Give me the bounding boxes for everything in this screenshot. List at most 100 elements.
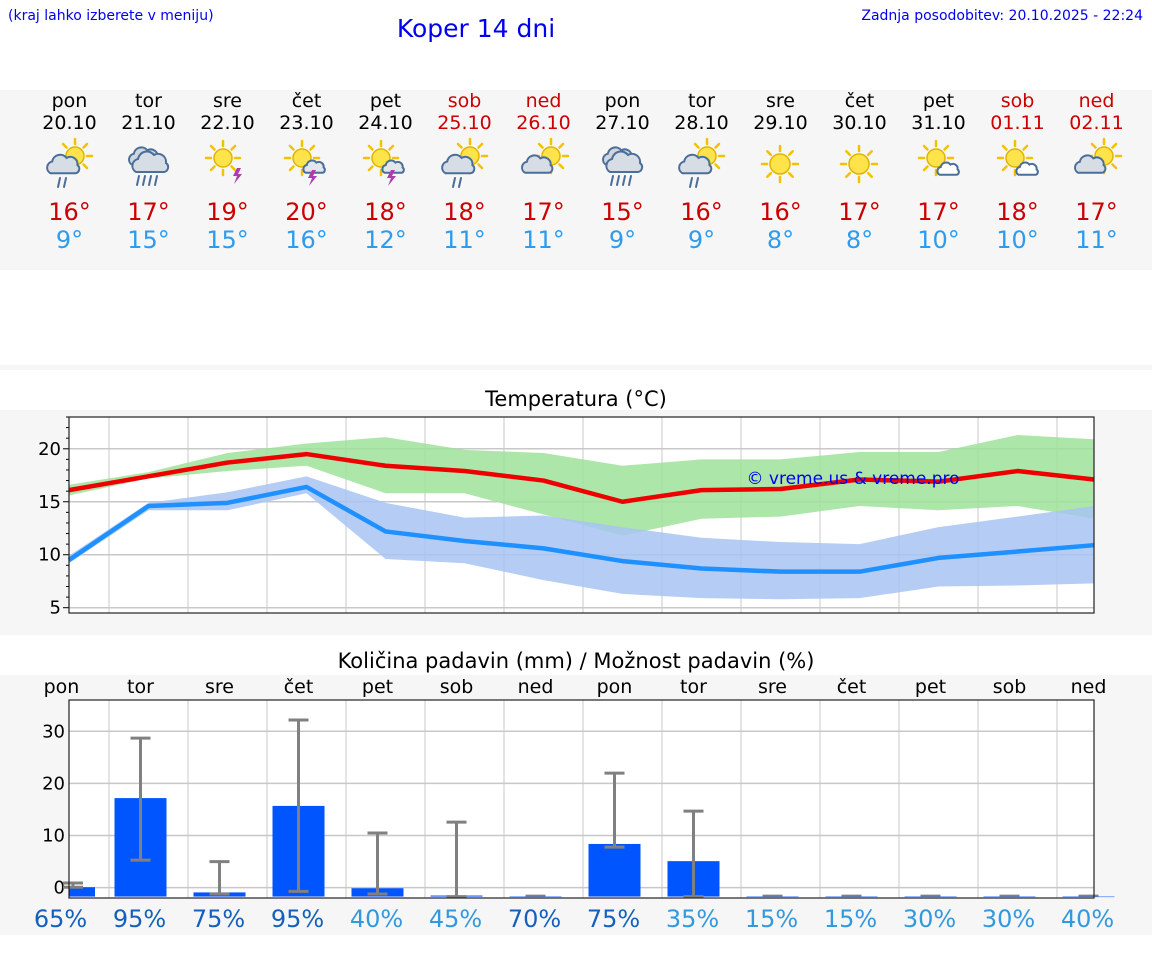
precipitation-probability: 15%	[745, 905, 798, 933]
max-temperature: 18°	[364, 198, 407, 226]
x-category-label: ned	[518, 676, 554, 698]
x-category-label: čet	[284, 676, 314, 698]
max-temperature: 19°	[206, 198, 249, 226]
min-temperature: 11°	[1075, 226, 1118, 254]
day-date: 28.10	[674, 112, 729, 134]
max-temperature: 16°	[759, 198, 802, 226]
y-tick-label: 0	[54, 878, 65, 899]
day-name: sre	[213, 90, 242, 112]
copyright-annotation: © vreme.us & vreme.pro	[746, 469, 959, 489]
precipitation-bar	[825, 896, 878, 898]
day-date: 22.10	[200, 112, 255, 134]
day-date: 21.10	[121, 112, 176, 134]
precipitation-probability: 75%	[587, 905, 640, 933]
precipitation-probability: 95%	[271, 905, 324, 933]
day-name: ned	[1078, 90, 1115, 112]
x-category-label: sob	[993, 676, 1027, 698]
min-temperature: 9°	[55, 226, 84, 254]
min-temperature: 16°	[285, 226, 328, 254]
x-category-label: pet	[915, 676, 946, 698]
precipitation-probability: 45%	[429, 905, 482, 933]
max-temperature: 15°	[601, 198, 644, 226]
page-title: Koper 14 dni	[396, 14, 556, 43]
y-tick-label: 30	[42, 721, 65, 742]
min-temperature: 10°	[917, 226, 960, 254]
precipitation-bar	[588, 843, 641, 897]
precipitation-chart: pon tor sre čet pet sob ned pon tor sre čet pet sob n…	[34, 676, 1115, 933]
forecast-strip	[0, 90, 1152, 270]
day-name: pet	[369, 90, 402, 112]
min-temperature: 9°	[608, 226, 637, 254]
sun-small-cloud-icon	[996, 139, 1039, 177]
day-name: tor	[135, 90, 162, 112]
x-category-label: pon	[597, 676, 633, 698]
cloud-rain-icon	[602, 146, 644, 186]
x-category-label: pon	[44, 676, 80, 698]
max-temperature: 17°	[127, 198, 170, 226]
x-category-label: sob	[440, 676, 474, 698]
max-temperature: 17°	[917, 198, 960, 226]
min-temperature: 12°	[364, 226, 407, 254]
precipitation-probability: 75%	[192, 905, 245, 933]
temperature-range-band	[69, 435, 1094, 536]
precipitation-bar	[904, 896, 957, 898]
max-temperature: 16°	[680, 198, 723, 226]
day-date: 25.10	[437, 112, 492, 134]
day-name: pet	[922, 90, 955, 112]
sun-cloud-rain-icon	[46, 137, 94, 188]
sun-small-cloud-icon	[917, 139, 960, 177]
day-date: 20.10	[42, 112, 97, 134]
cloud-sun-icon	[1074, 137, 1123, 175]
y-tick-label: 20	[42, 773, 65, 794]
max-temperature: 18°	[443, 198, 486, 226]
min-temperature: 15°	[206, 226, 249, 254]
min-temperature-line	[67, 484, 1095, 574]
min-temperature: 8°	[845, 226, 874, 254]
sun-thunder-icon	[204, 139, 242, 184]
min-temperature: 8°	[766, 226, 795, 254]
sun-icon	[760, 144, 800, 184]
day-date: 29.10	[753, 112, 808, 134]
cloud-sun-icon	[521, 137, 570, 175]
day-name: sre	[766, 90, 795, 112]
precipitation-bar	[1062, 896, 1115, 898]
x-category-label: tor	[127, 676, 154, 698]
min-temperature: 15°	[127, 226, 170, 254]
y-tick-label: 20	[38, 439, 61, 460]
x-category-label: pet	[362, 676, 393, 698]
day-date: 30.10	[832, 112, 887, 134]
max-temperature: 18°	[996, 198, 1039, 226]
day-date: 24.10	[358, 112, 413, 134]
sun-icon	[839, 144, 879, 184]
cloud-rain-icon	[128, 146, 170, 186]
precipitation-bar	[69, 887, 95, 897]
location-hint[interactable]: (kraj lahko izberete v meniju)	[8, 8, 214, 24]
day-name: ned	[525, 90, 562, 112]
temperature-range-band	[69, 476, 1094, 600]
day-name: pon	[604, 90, 641, 112]
sun-cloud-rain-icon	[441, 137, 489, 188]
day-name: pon	[51, 90, 88, 112]
x-category-label: sre	[758, 676, 787, 698]
precipitation-bar	[509, 896, 562, 898]
day-columns: pon 20.10 16° 9° tor 21.10 17° 15° sre 22.10 19° 15…	[0, 90, 1152, 270]
day-date: 31.10	[911, 112, 966, 134]
precipitation-bar	[983, 896, 1036, 898]
day-date: 02.11	[1069, 112, 1124, 134]
precipitation-probability: 40%	[1061, 905, 1114, 933]
x-category-label: tor	[680, 676, 707, 698]
divider	[0, 365, 1152, 370]
precipitation-probability: 70%	[508, 905, 561, 933]
precipitation-probability: 40%	[350, 905, 403, 933]
precipitation-probability: 30%	[982, 905, 1035, 933]
max-temperature: 17°	[522, 198, 565, 226]
x-category-label: ned	[1071, 676, 1107, 698]
precipitation-bar	[746, 896, 799, 898]
min-temperature: 9°	[687, 226, 716, 254]
max-temperature-line	[68, 451, 1095, 505]
sun-cloud-rain-icon	[678, 137, 726, 188]
precipitation-chart-title: Količina padavin (mm) / Možnost padavin …	[337, 649, 815, 673]
temperature-chart: 5 10 15 20 © vreme.us & vreme.pro	[38, 416, 1095, 619]
last-update: Zadnja posodobitev: 20.10.2025 - 22:24	[861, 8, 1143, 24]
y-tick-label: 10	[38, 545, 61, 566]
